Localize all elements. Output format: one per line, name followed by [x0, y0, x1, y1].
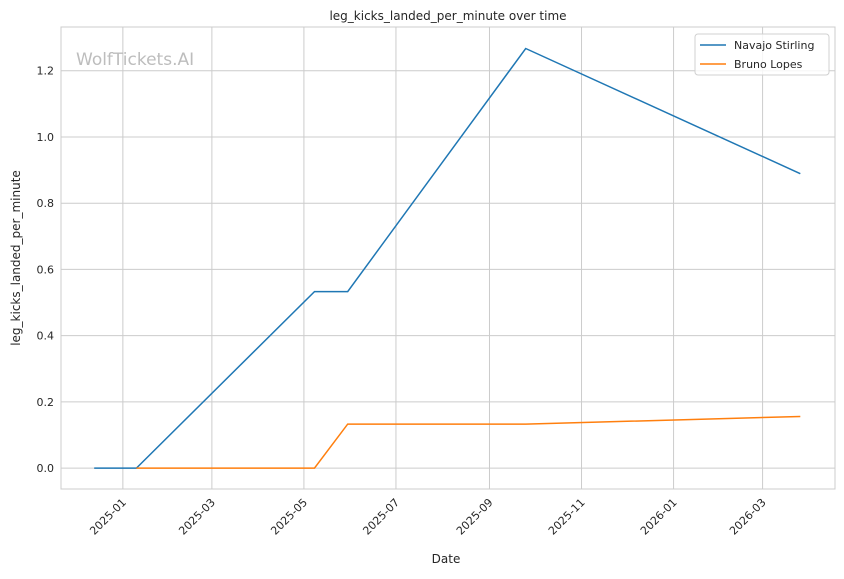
x-tick-label: 2025-09: [454, 496, 496, 538]
x-tick-label: 2025-01: [87, 496, 129, 538]
x-tick-label: 2025-05: [268, 496, 310, 538]
y-tick-label: 0.2: [37, 396, 55, 409]
x-tick-label: 2025-11: [546, 496, 588, 538]
x-tick-label: 2026-03: [727, 496, 769, 538]
series-lines: [94, 48, 800, 468]
y-tick-label: 1.0: [37, 131, 55, 144]
grid: [61, 27, 835, 489]
y-tick-label: 0.6: [37, 263, 55, 276]
y-tick-label: 0.4: [37, 330, 55, 343]
series-line-bruno-lopes: [136, 417, 800, 469]
series-line-navajo-stirling: [94, 49, 800, 469]
tick-labels: 2025-01 2025-03 2025-05 2025-07 2025-09 2025-…: [37, 65, 769, 538]
x-tick-label: 2025-03: [176, 496, 218, 538]
watermark: WolfTickets.AI: [76, 50, 194, 70]
legend-label: Bruno Lopes: [734, 58, 803, 71]
y-axis-label: leg_kicks_landed_per_minute: [9, 170, 23, 346]
y-tick-label: 0.0: [37, 462, 55, 475]
plot-frame: [61, 27, 835, 489]
y-tick-label: 0.8: [37, 197, 55, 210]
x-tick-label: 2026-01: [638, 496, 680, 538]
chart-title: leg_kicks_landed_per_minute over time: [329, 9, 566, 23]
x-axis-label: Date: [432, 552, 461, 566]
y-tick-label: 1.2: [37, 65, 55, 78]
x-tick-label: 2025-07: [360, 496, 402, 538]
legend: Navajo Stirling Bruno Lopes: [695, 34, 829, 75]
legend-label: Navajo Stirling: [734, 39, 814, 52]
